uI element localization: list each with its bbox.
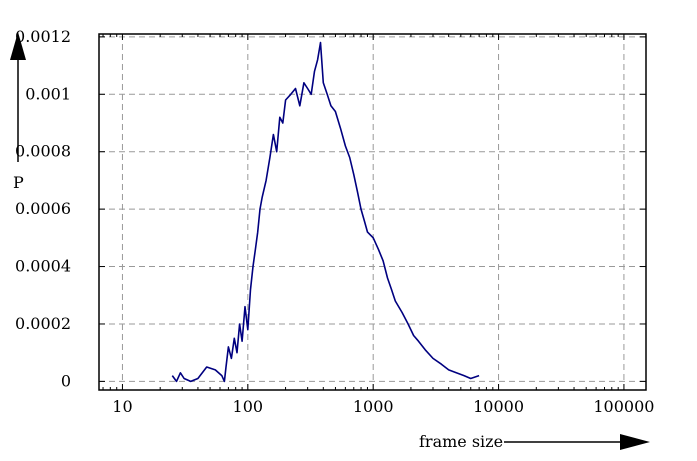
x-tick-label: 100000 [593, 397, 654, 416]
y-tick-label: 0 [61, 371, 71, 390]
x-tick-label: 10000 [473, 397, 524, 416]
series-layer [171, 41, 480, 383]
series-line [171, 41, 480, 383]
y-axis-label: P [13, 173, 24, 192]
y-tick-label: 0.0004 [15, 257, 71, 276]
plot-frame [98, 33, 647, 391]
y-axis-arrowhead [10, 32, 26, 60]
label-layer: 10 100 1000 10000 100000 0 0.0002 0.0004 0.0006 0… [15, 27, 654, 416]
grid-layer [99, 34, 646, 390]
y-tick-label: 0.0008 [15, 142, 71, 161]
y-tick-label: 0.0006 [15, 199, 71, 218]
x-tick-label: 1000 [353, 397, 394, 416]
x-axis-arrowhead [620, 434, 650, 450]
y-tick-label: 0.0012 [15, 27, 71, 46]
x-axis-label: frame size [419, 432, 503, 451]
y-tick-label: 0.0002 [15, 314, 71, 333]
y-tick-label: 0.001 [25, 84, 71, 103]
tick-layer [99, 34, 646, 390]
x-tick-label: 100 [233, 397, 264, 416]
x-tick-label: 10 [112, 397, 132, 416]
